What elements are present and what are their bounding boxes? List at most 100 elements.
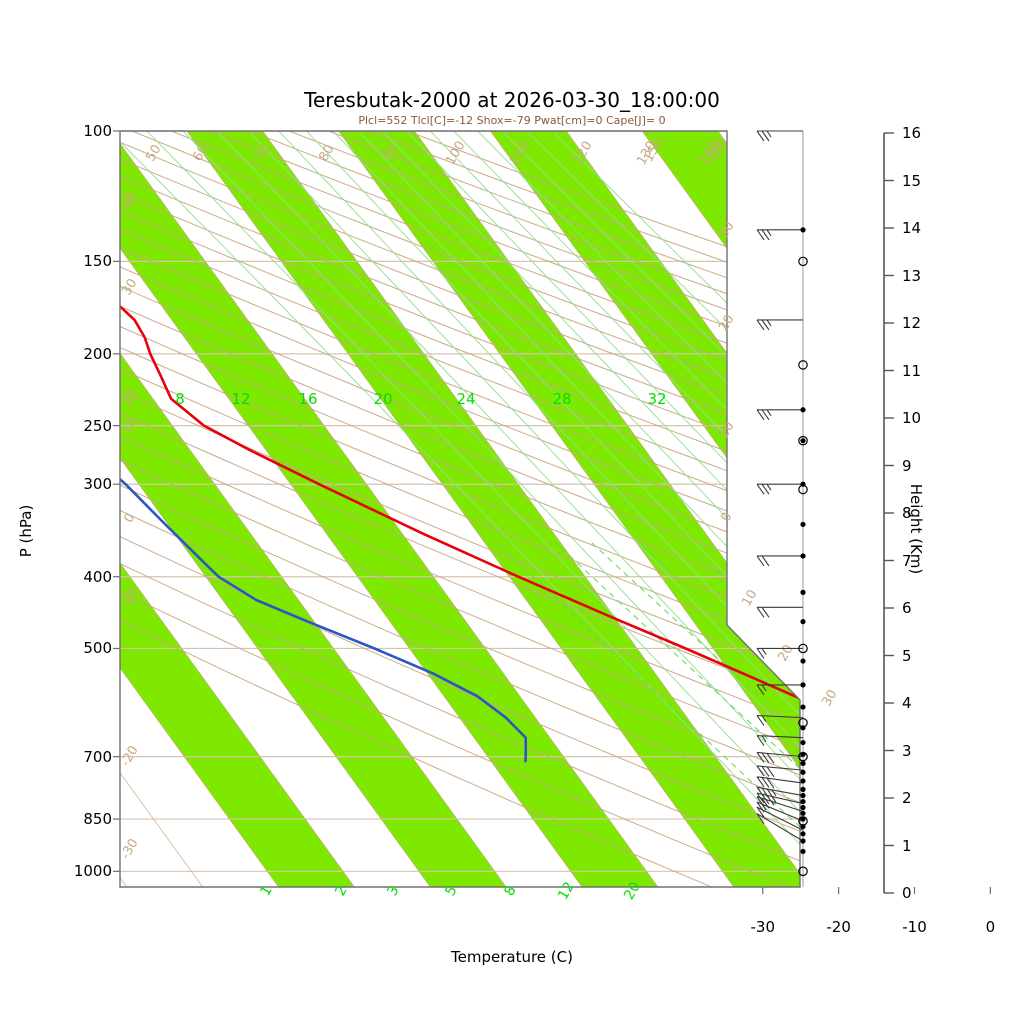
height-tick: 6: [902, 599, 912, 617]
level-dot: [800, 407, 806, 413]
mandatory-level-marker: [798, 435, 808, 446]
pressure-tick: 700: [83, 747, 112, 766]
dry-adiabat-top-label: 60: [190, 142, 211, 164]
height-tick: 16: [902, 124, 922, 142]
level-dot: [800, 838, 806, 844]
adiabat-left-label: 20: [119, 387, 140, 409]
wind-barb: [756, 409, 803, 421]
level-dot: [800, 769, 806, 775]
level-dot: [800, 619, 806, 625]
isotherm-label: 28: [552, 390, 571, 408]
y-axis-label: P (hPa): [17, 504, 35, 558]
level-dot: [800, 786, 806, 792]
level-dot: [800, 682, 806, 688]
mandatory-level-marker: [798, 360, 808, 370]
height-tick: 14: [902, 219, 922, 237]
wind-barb: [756, 606, 803, 618]
height-tick: 11: [902, 361, 922, 380]
level-dot: [800, 227, 806, 233]
height-tick: 8: [902, 504, 912, 522]
wind-barb: [756, 483, 803, 495]
wind-barb: [756, 714, 804, 726]
pressure-tick: 1000: [73, 862, 112, 881]
figure-title: Teresbutak-2000 at 2026-03-30_18:00:00: [304, 88, 720, 112]
height-tick: 7: [902, 551, 912, 570]
height-tick: 10: [902, 409, 922, 427]
temperature-tick: 0: [985, 918, 996, 936]
profile-dewpoint: [120, 131, 528, 763]
adiabat-diag-label: 10: [739, 587, 760, 609]
height-axis-label: Height (Km): [907, 483, 925, 575]
adiabat-left-label: 10: [119, 415, 140, 437]
pressure-tick: 400: [83, 567, 112, 586]
adiabat-left-label: 30: [119, 276, 140, 298]
wind-barb: [756, 765, 804, 778]
isotherm-label: 16: [298, 390, 317, 408]
mandatory-level-marker: [798, 256, 808, 267]
dry-adiabat-top-label: 50: [143, 142, 164, 164]
wind-barb: [756, 735, 804, 746]
level-dot: [800, 816, 806, 822]
pressure-tick: 850: [83, 810, 112, 829]
level-dot: [800, 831, 806, 837]
mandatory-level-marker: [798, 643, 808, 654]
pressure-tick: 200: [83, 344, 112, 363]
level-dot: [800, 804, 806, 811]
adiabat-right-label: 10: [716, 419, 737, 441]
pressure-tick: 250: [83, 416, 112, 435]
pressure-tick: 100: [83, 122, 112, 140]
level-dot: [800, 521, 806, 528]
adiabat-right-label: 20: [716, 312, 737, 334]
mandatory-level-marker: [798, 751, 808, 762]
mandatory-level-marker: [798, 484, 808, 495]
isotherm-label: 24: [456, 390, 475, 408]
wind-barb: [756, 806, 804, 831]
wind-barb: [756, 319, 803, 331]
wind-barb: [756, 776, 804, 789]
mandatory-level-marker: [798, 866, 808, 877]
mixing-ratio-label: 20: [621, 879, 644, 902]
level-dot: [800, 589, 806, 595]
pressure-tick: 500: [83, 639, 112, 658]
height-tick: 9: [902, 456, 912, 475]
temperature-tick: -10: [902, 918, 927, 936]
height-tick: 12: [902, 314, 922, 332]
height-tick: 0: [902, 884, 912, 902]
pressure-tick: 300: [83, 475, 112, 494]
temperature-tick: -20: [826, 918, 851, 936]
mandatory-level-marker: [798, 717, 808, 728]
level-dot: [800, 438, 806, 444]
adiabat-diag-label: 20: [775, 642, 796, 664]
adiabat-left-label: 40: [119, 190, 140, 212]
level-dot: [800, 792, 806, 799]
height-tick: 13: [902, 266, 922, 285]
isotherm-label: 32: [647, 390, 666, 408]
temperature-tick: -30: [750, 918, 775, 936]
level-dot: [800, 739, 806, 746]
wind-barb: [756, 229, 803, 241]
height-tick: 15: [902, 171, 922, 190]
profile-temperature: [120, 131, 800, 763]
height-tick: 3: [902, 741, 912, 760]
height-tick: 2: [902, 789, 912, 807]
height-tick: 1: [902, 836, 912, 855]
level-dot: [800, 810, 806, 816]
dry-adiabat-top-label: 90: [380, 142, 401, 164]
wind-barb: [756, 647, 803, 659]
x-axis-label: Temperature (C): [451, 948, 573, 966]
mixing-ratio-label: 12: [555, 879, 578, 902]
height-tick: 4: [902, 694, 912, 712]
pressure-tick: 150: [83, 252, 112, 271]
wind-barb: [756, 813, 804, 842]
isotherm-label: 12: [231, 390, 250, 408]
level-dot: [800, 760, 806, 767]
wind-barb: [756, 684, 803, 696]
isotherm-label: 20: [373, 390, 392, 408]
level-dot: [800, 704, 806, 710]
level-dot: [800, 658, 806, 664]
wind-barb: [756, 130, 803, 142]
